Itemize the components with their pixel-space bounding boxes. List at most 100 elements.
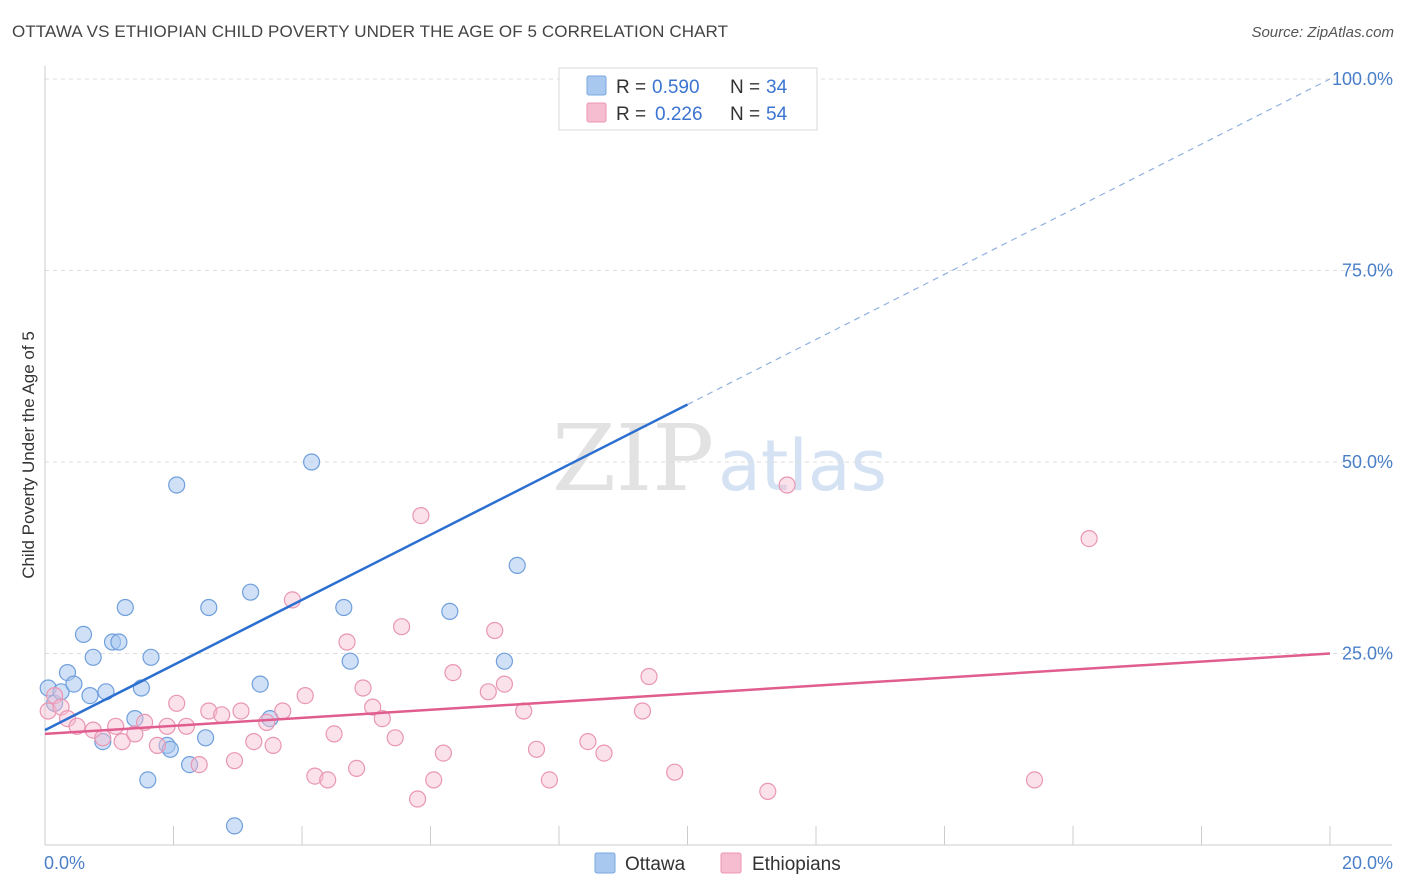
ottawa-point	[341, 652, 359, 670]
ottawa-point	[116, 598, 134, 617]
ethiopians-point	[338, 633, 356, 651]
ottawa-point	[168, 476, 186, 494]
ethiopians-point	[540, 771, 559, 789]
ethiopians-point	[296, 686, 314, 705]
legend-item-ottawa[interactable]: Ottawa	[594, 852, 686, 875]
ethiopians-point	[479, 683, 497, 701]
ottawa-point	[200, 598, 218, 617]
watermark-zip: ZIP	[552, 405, 714, 512]
series-legend: Ottawa Ethiopians	[594, 852, 841, 875]
y-tick-label: 75.0%	[1342, 261, 1393, 281]
ethiopians-point	[258, 713, 276, 732]
ethiopians-point	[325, 725, 343, 743]
ottawa-point	[84, 648, 102, 666]
ethiopians-point	[200, 702, 218, 720]
y-tick-label: 50.0%	[1342, 452, 1393, 472]
legend-swatch-ethiopians	[720, 852, 742, 874]
ethiopians-point	[1025, 771, 1044, 789]
legend-label-ethiopians: Ethiopians	[752, 854, 841, 875]
ottawa-point	[335, 598, 353, 617]
grid	[45, 78, 1392, 654]
ottawa-point	[139, 771, 157, 789]
ethiopians-point	[225, 752, 244, 770]
ethiopians-point	[425, 771, 443, 789]
ethiopians-point	[39, 702, 57, 720]
ethiopians-point	[148, 736, 166, 755]
ethiopians-point	[778, 476, 796, 494]
ethiopians-point	[306, 767, 324, 785]
watermark: ZIP atlas	[552, 405, 887, 512]
ethiopians-point	[633, 702, 652, 720]
ottawa-trendline	[44, 403, 689, 732]
ottawa-n-label: N =	[730, 77, 760, 98]
ottawa-point	[126, 709, 144, 728]
ethiopians-trendline	[44, 652, 1331, 736]
ethiopians-r-value: 0.226	[655, 104, 703, 125]
ethiopians-point	[68, 717, 86, 735]
ethiopians-point	[113, 732, 131, 751]
legend-item-ethiopians[interactable]: Ethiopians	[720, 852, 841, 875]
x-tick-label: 20.0%	[1342, 853, 1393, 873]
legend-swatch-ottawa	[594, 852, 616, 874]
ethiopians-point	[409, 790, 427, 808]
stats-legend-row-ethiopians: R = 0.226 N = 54	[586, 102, 788, 125]
ottawa-point	[508, 556, 526, 575]
ethiopians-swatch	[586, 102, 607, 123]
ethiopians-point	[393, 618, 411, 636]
ethiopians-point	[232, 702, 250, 720]
ethiopians-point	[527, 740, 546, 758]
trendlines	[44, 78, 1331, 736]
ethiopians-point	[595, 744, 613, 762]
ethiopians-point	[386, 729, 404, 747]
ethiopians-point	[319, 771, 337, 789]
stats-legend-row-ottawa: R = 0.590 N = 34	[586, 75, 788, 98]
ethiopians-point	[107, 717, 125, 735]
ethiopians-n-value: 54	[766, 104, 788, 125]
ethiopians-point	[354, 679, 372, 697]
ottawa-r-value: 0.590	[652, 77, 700, 98]
ottawa-point	[495, 652, 513, 670]
ottawa-n-value: 34	[766, 77, 788, 98]
stats-legend: R = 0.590 N = 34 R = 0.226 N = 54	[558, 67, 818, 131]
x-tick-label: 0.0%	[44, 853, 85, 873]
y-tick-label: 100.0%	[1332, 69, 1393, 89]
ethiopians-point	[412, 506, 430, 525]
ottawa-point	[197, 729, 215, 747]
ethiopians-point	[213, 706, 231, 724]
ottawa-point	[94, 732, 112, 751]
ottawa-point	[303, 453, 321, 471]
x-tick-labels: 0.0% 20.0%	[44, 853, 1393, 873]
ottawa-swatch	[586, 75, 607, 96]
ethiopians-point	[373, 709, 391, 728]
ethiopians-point	[1080, 529, 1098, 548]
ethiopians-point	[364, 698, 382, 716]
source-label: Source: ZipAtlas.com	[1251, 24, 1394, 41]
y-tick-label: 25.0%	[1342, 644, 1393, 664]
ottawa-point	[74, 625, 93, 644]
ethiopians-n-label: N =	[730, 104, 760, 125]
ottawa-point	[81, 686, 99, 705]
ethiopians-point	[274, 702, 292, 720]
ethiopians-point	[348, 759, 366, 778]
ethiopians-point	[245, 732, 263, 751]
ottawa-point	[110, 633, 128, 651]
ottawa-point	[242, 583, 260, 601]
ethiopians-point	[126, 725, 144, 743]
ottawa-point	[142, 648, 160, 666]
axes	[44, 66, 1392, 846]
ottawa-point	[161, 740, 179, 758]
ethiopians-point	[486, 621, 504, 640]
ottawa-point	[441, 602, 459, 621]
y-axis-label: Child Poverty Under the Age of 5	[19, 331, 38, 579]
ethiopians-point	[495, 675, 513, 693]
ethiopians-point	[94, 729, 112, 747]
ottawa-r-label: R =	[616, 77, 646, 98]
ethiopians-point	[640, 667, 658, 686]
chart-title: OTTAWA VS ETHIOPIAN CHILD POVERTY UNDER …	[12, 22, 729, 41]
ethiopians-point	[168, 694, 186, 712]
ethiopians-point	[666, 763, 684, 781]
ethiopians-point	[264, 736, 282, 755]
y-tick-labels: 25.0% 50.0% 75.0% 100.0%	[1332, 69, 1393, 664]
legend-label-ottawa: Ottawa	[625, 854, 686, 875]
